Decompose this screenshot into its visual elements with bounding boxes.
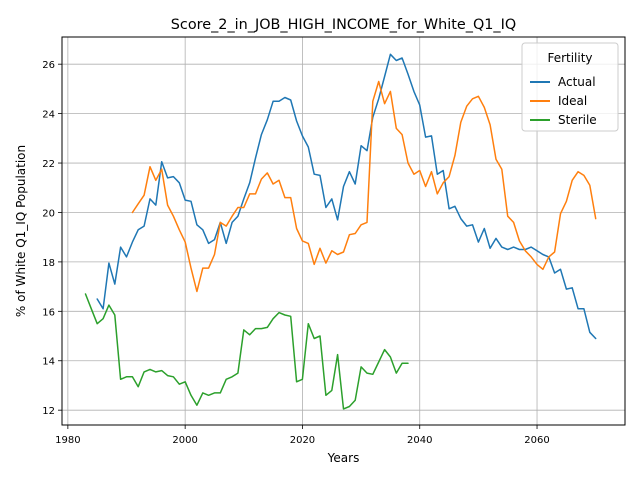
y-tick-label: 22 (42, 159, 55, 170)
legend-label-sterile: Sterile (558, 113, 597, 127)
y-tick-label: 20 (42, 208, 55, 219)
series-lines (84, 53, 597, 410)
axis-ticks: 1980 2000 2020 2040 2060 12 14 16 18 20 22 24 26 (42, 60, 549, 446)
x-tick-label: 1980 (55, 435, 80, 446)
legend-label-actual: Actual (558, 75, 596, 89)
x-tick-label: 2020 (290, 435, 315, 446)
chart-title: Score_2_in_JOB_HIGH_INCOME_for_White_Q1_… (171, 17, 516, 33)
x-tick-label: 2000 (172, 435, 197, 446)
grid (62, 37, 625, 425)
legend: Fertility Actual Ideal Sterile (521, 42, 619, 132)
legend-box (521, 42, 619, 132)
y-tick-label: 14 (42, 357, 55, 368)
plot-frame (61, 36, 626, 426)
y-tick-label: 18 (42, 258, 55, 269)
y-tick-label: 24 (42, 110, 55, 121)
x-axis-label: Years (327, 451, 360, 465)
legend-label-ideal: Ideal (558, 94, 587, 108)
y-axis-label: % of White Q1_IQ Population (14, 145, 28, 317)
y-tick-label: 12 (42, 406, 55, 417)
x-tick-label: 2040 (407, 435, 432, 446)
series-line-sterile (84, 293, 409, 410)
x-tick-label: 2060 (524, 435, 549, 446)
legend-title: Fertility (547, 51, 592, 65)
y-tick-label: 16 (42, 307, 55, 318)
series-line-actual (96, 53, 597, 340)
y-tick-label: 26 (42, 60, 55, 71)
series-line-ideal (131, 80, 597, 293)
